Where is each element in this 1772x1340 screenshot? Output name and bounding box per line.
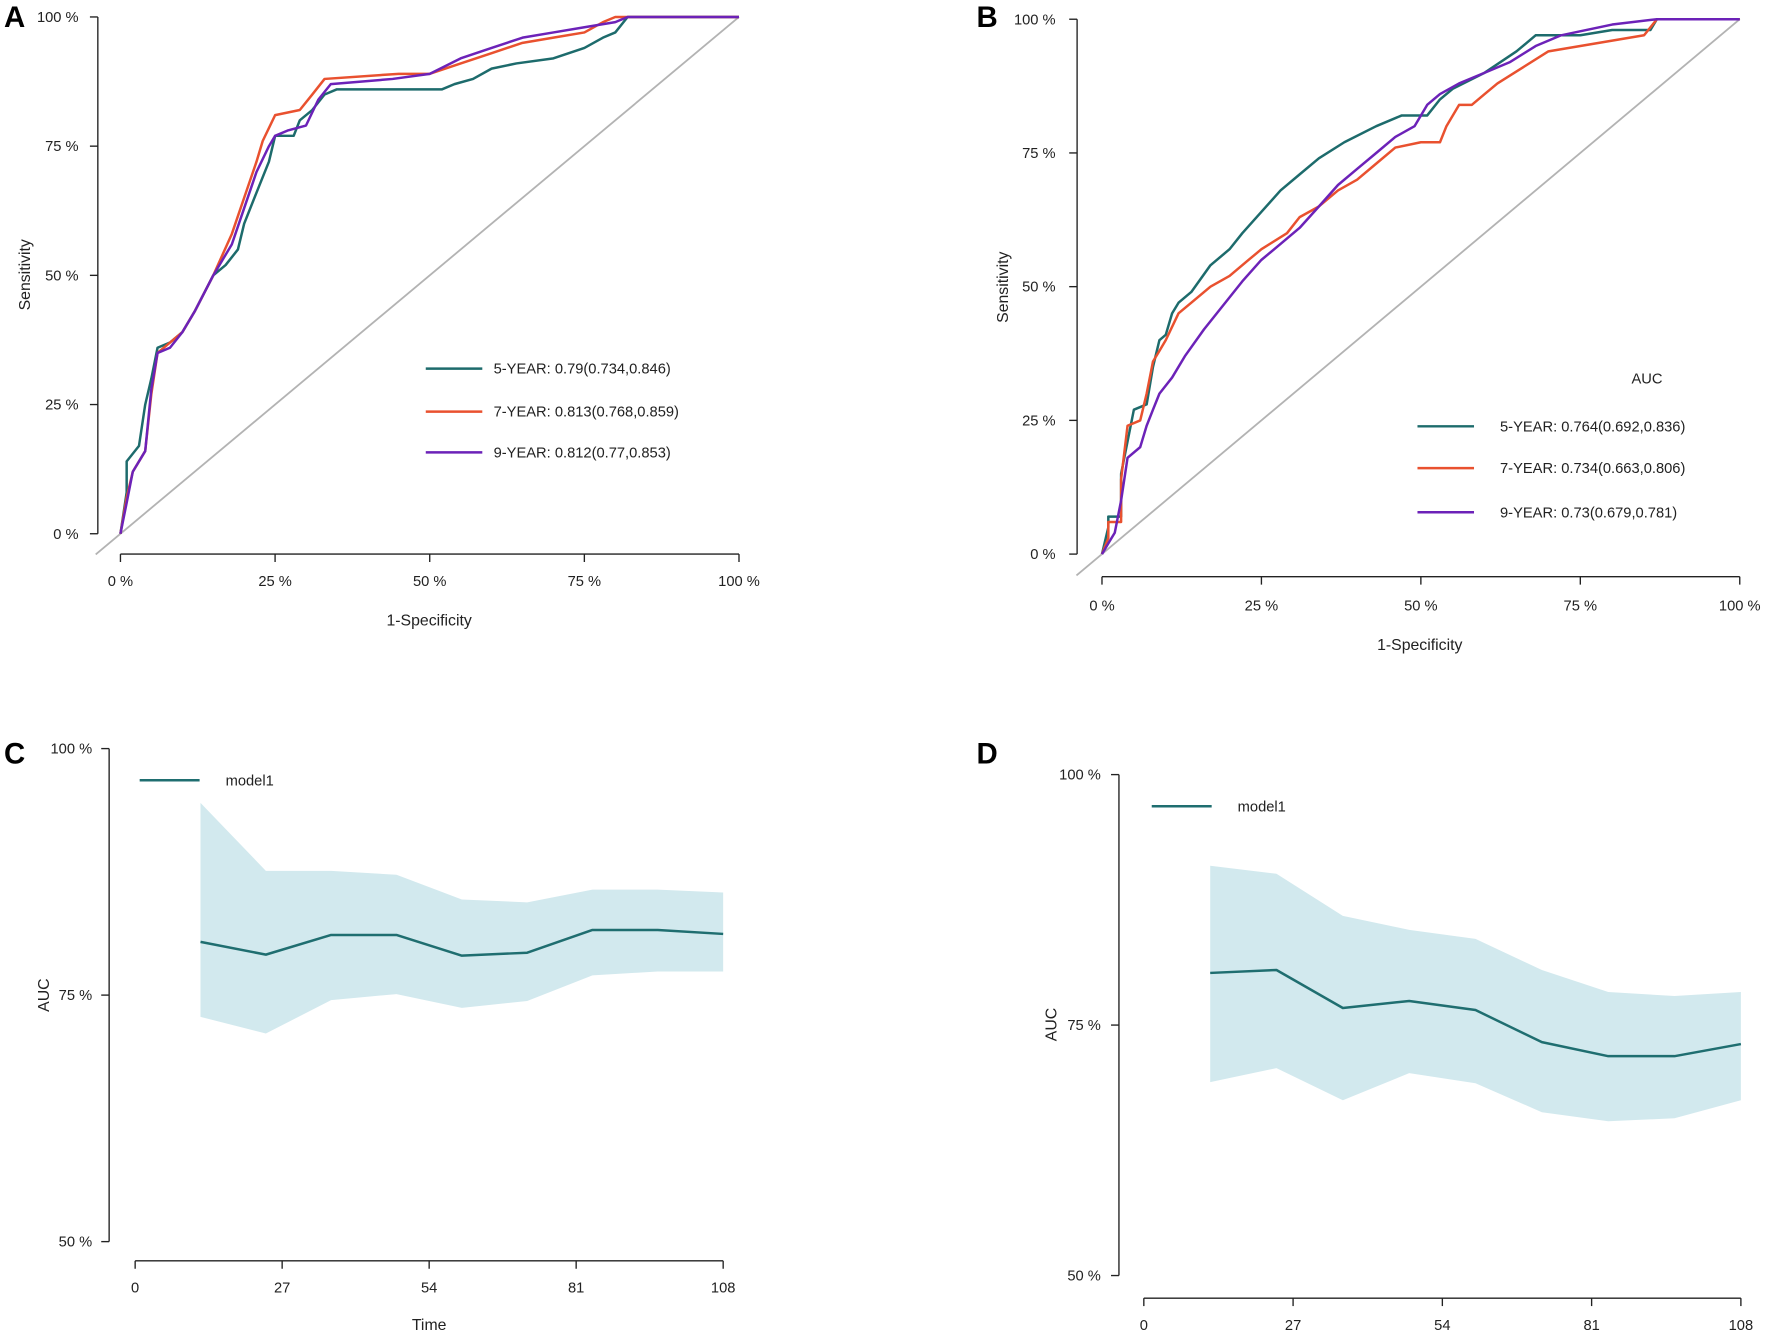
x-tick-label: 108 xyxy=(1729,1318,1754,1334)
panel-label: A xyxy=(4,1,25,34)
panel-label: C xyxy=(4,737,25,770)
x-tick-label: 81 xyxy=(1583,1318,1599,1334)
roc-curve-5-year xyxy=(119,15,739,534)
panel-b: B 0 % 25 % 50 % 75 % 100 % 0 % 25 % 50 % 75 % 100 … xyxy=(976,1,1760,654)
legend-label-5-year: 5-YEAR: 0.79(0.734,0.846) xyxy=(494,362,671,378)
y-tick-label: 0 % xyxy=(53,527,78,543)
x-tick-label: 27 xyxy=(1285,1318,1301,1334)
reference-diagonal-line xyxy=(95,16,740,556)
legend-label-9-year: 9-YEAR: 0.73(0.679,0.781) xyxy=(1500,505,1677,521)
x-tick-label: 75 % xyxy=(1564,599,1597,615)
reference-diagonal-line xyxy=(1075,18,1741,577)
y-axis-title: Sensitivity xyxy=(17,239,34,310)
y-tick-label: 75 % xyxy=(1022,146,1055,162)
x-axis-title: 1-Specificity xyxy=(386,612,471,629)
y-axis-title: Sensitivity xyxy=(995,252,1012,323)
panel-c: C 50 % 75 % 100 % 0 27 54 81 108 Time AUC model1 xyxy=(4,737,735,1334)
y-tick-label: 100 % xyxy=(1059,768,1101,784)
y-tick-label: 75 % xyxy=(59,988,92,1004)
x-tick-label: 0 % xyxy=(1089,599,1114,615)
legend-label-model1: model1 xyxy=(1238,799,1286,815)
x-tick-label: 0 xyxy=(1140,1318,1148,1334)
legend-label-9-year: 9-YEAR: 0.812(0.77,0.853) xyxy=(494,445,671,461)
x-tick-label: 27 xyxy=(274,1281,290,1297)
roc-curve-7-year xyxy=(1100,17,1740,555)
x-tick-label: 50 % xyxy=(413,574,446,590)
x-axis-title: Time xyxy=(412,1317,447,1334)
x-tick-label: 81 xyxy=(568,1281,584,1297)
y-tick-label: 50 % xyxy=(1067,1269,1100,1285)
roc-curve-5-year xyxy=(1100,17,1740,555)
auc-ci-band xyxy=(200,802,724,1034)
panel-a: A 0 % 25 % 50 % 75 % 100 % 0 % 25 % 50 % 75 % 100 … xyxy=(4,1,760,629)
x-tick-label: 50 % xyxy=(1404,599,1437,615)
legend-label-5-year: 5-YEAR: 0.764(0.692,0.836) xyxy=(1500,419,1685,435)
y-tick-label: 50 % xyxy=(1022,280,1055,296)
legend-title: AUC xyxy=(1632,371,1663,387)
auc-line xyxy=(200,928,724,957)
y-tick-label: 100 % xyxy=(1014,12,1056,28)
x-tick-label: 100 % xyxy=(1719,599,1761,615)
x-tick-label: 54 xyxy=(1434,1318,1450,1334)
y-tick-label: 25 % xyxy=(1022,413,1055,429)
roc-curve-9-year xyxy=(119,15,739,534)
y-axis-title: AUC xyxy=(36,978,53,1011)
y-axis-title: AUC xyxy=(1044,1008,1061,1041)
y-tick-label: 100 % xyxy=(37,10,79,26)
panel-d: D 50 % 75 % 100 % 0 27 54 81 108 AUC model1 xyxy=(976,737,1753,1334)
legend-label-7-year: 7-YEAR: 0.813(0.768,0.859) xyxy=(494,405,679,421)
panel-label: B xyxy=(976,1,997,34)
y-tick-label: 75 % xyxy=(1067,1018,1100,1034)
y-tick-label: 50 % xyxy=(45,268,78,284)
x-tick-label: 108 xyxy=(711,1281,736,1297)
x-tick-label: 54 xyxy=(421,1281,437,1297)
y-tick-label: 0 % xyxy=(1030,547,1055,563)
y-tick-label: 25 % xyxy=(45,398,78,414)
x-tick-label: 75 % xyxy=(568,574,601,590)
legend-label-model1: model1 xyxy=(226,773,274,789)
x-axis-title: 1-Specificity xyxy=(1377,637,1462,654)
y-tick-label: 100 % xyxy=(51,742,93,758)
x-tick-label: 0 % xyxy=(108,574,133,590)
x-tick-label: 25 % xyxy=(1245,599,1278,615)
auc-line xyxy=(1210,968,1742,1058)
y-tick-label: 75 % xyxy=(45,139,78,155)
x-tick-label: 25 % xyxy=(258,574,291,590)
x-tick-label: 100 % xyxy=(718,574,760,590)
roc-curve-9-year xyxy=(1100,17,1740,555)
auc-ci-band xyxy=(1210,865,1741,1122)
legend-label-7-year: 7-YEAR: 0.734(0.663,0.806) xyxy=(1500,461,1685,477)
x-tick-label: 0 xyxy=(131,1281,139,1297)
y-tick-label: 50 % xyxy=(59,1235,92,1251)
panel-label: D xyxy=(976,737,997,770)
